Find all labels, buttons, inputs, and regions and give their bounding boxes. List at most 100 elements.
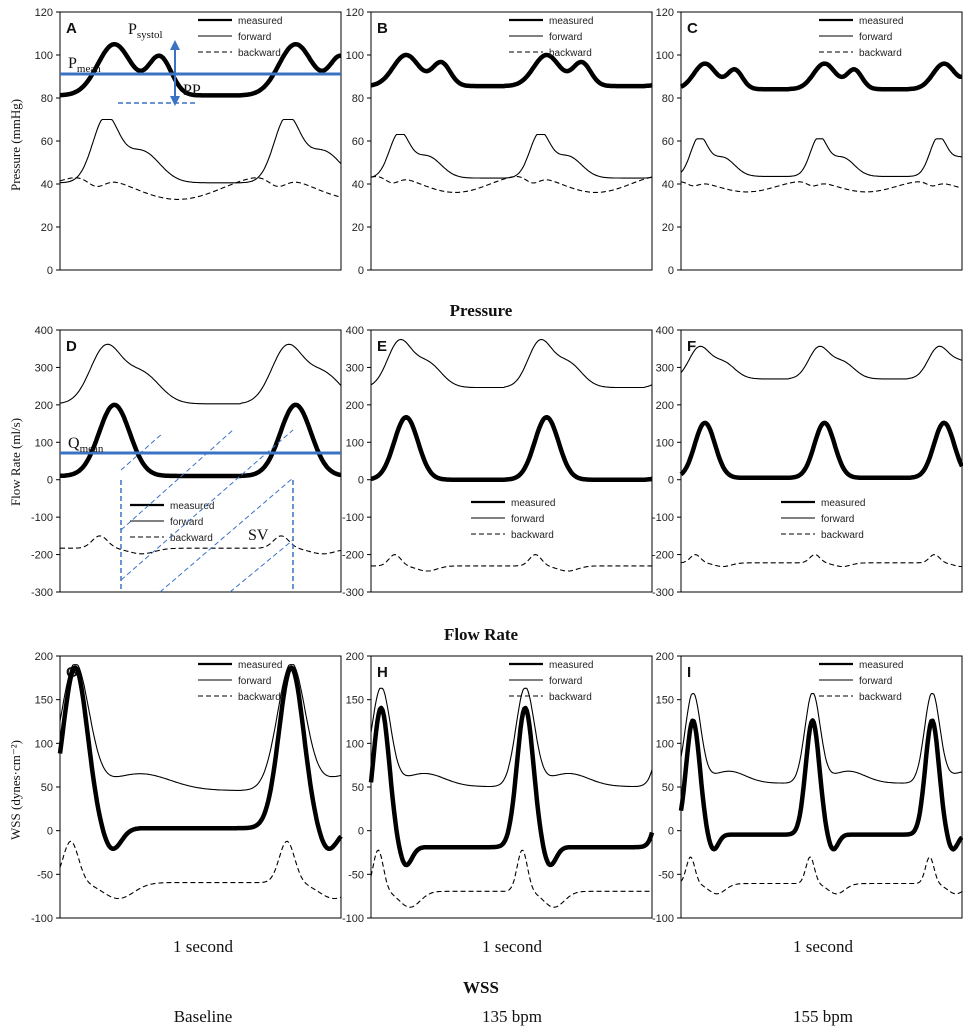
panel-e-series-forward xyxy=(370,338,653,389)
panel-c-tick-label: 120 xyxy=(656,7,674,19)
panel-c-legend: measured forward backward xyxy=(819,16,903,59)
panel-f-series-forward xyxy=(680,345,963,380)
panel-g-tick-label: -50 xyxy=(37,869,53,881)
panel-c-letter: C xyxy=(687,20,698,37)
panel-c-series-backward xyxy=(680,181,963,193)
panel-b-letter: B xyxy=(377,20,388,37)
panel-i-tick-label: 0 xyxy=(668,826,674,838)
pp-arrow-head-top xyxy=(170,40,180,50)
panel-a-tick-label: 80 xyxy=(41,93,53,105)
time-scale-label-b: 1 second xyxy=(482,937,542,956)
panel-c-tick-label: 60 xyxy=(662,136,674,148)
panel-d-series-forward xyxy=(59,343,342,405)
panel-d-tick-label: 200 xyxy=(35,400,53,412)
ylabel-wss: WSS (dynes·cm⁻²) xyxy=(8,740,23,840)
sv-hatch-3 xyxy=(120,429,294,581)
panel-g-tick-label: 0 xyxy=(47,826,53,838)
panel-f-series-backward xyxy=(680,554,962,568)
panel-b-legend: measured forward backward xyxy=(509,16,593,59)
panel-d-tick-label: -100 xyxy=(31,512,53,524)
panel-b-legend-label-measured: measured xyxy=(549,16,593,27)
qmean-label: Qmean xyxy=(68,435,104,455)
panel-d-legend: measured forward backward xyxy=(130,501,214,544)
panel-d-legend-label-backward: backward xyxy=(170,533,213,544)
panel-e-legend-label-backward: backward xyxy=(511,530,554,541)
panel-d-tick-label: 300 xyxy=(35,362,53,374)
panel-b: 0 20 40 60 80 100 120 B measured forward backward xyxy=(346,7,653,277)
panel-g-tick-label: -100 xyxy=(31,913,53,925)
panel-h-tick-label: 0 xyxy=(358,826,364,838)
panel-c: 0 20 40 60 80 100 120 C measured forward backward xyxy=(656,7,963,277)
panel-f-legend: measured forward backward xyxy=(781,498,865,541)
panel-e-tick-label: -200 xyxy=(342,550,364,562)
panel-e-tick-label: 400 xyxy=(346,325,364,337)
panel-d-tick-label: 100 xyxy=(35,437,53,449)
panel-f-frame xyxy=(680,329,963,593)
panel-b-series-backward xyxy=(370,176,653,193)
panel-h-tick-label: 100 xyxy=(346,738,364,750)
panel-i-legend-label-backward: backward xyxy=(859,692,902,703)
panel-g-tick-label: 100 xyxy=(35,738,53,750)
condition-baseline: Baseline xyxy=(174,1007,233,1026)
ylabel-flow: Flow Rate (ml/s) xyxy=(8,418,23,506)
panel-f-tick-label: 0 xyxy=(668,475,674,487)
panel-d-frame xyxy=(59,329,342,593)
panel-a-tick-label: 40 xyxy=(41,179,53,191)
panel-h-legend-label-forward: forward xyxy=(549,676,582,687)
panel-h-tick-label: 150 xyxy=(346,695,364,707)
psystol-label: Psystol xyxy=(128,21,163,41)
panel-i-letter: I xyxy=(687,664,691,681)
panel-g-series-measured xyxy=(57,665,343,852)
panel-a-legend-label-backward: backward xyxy=(238,48,281,59)
panel-h-tick-label: -100 xyxy=(342,913,364,925)
sv-hatching xyxy=(120,429,294,593)
condition-135: 135 bpm xyxy=(482,1007,542,1026)
panel-e-legend-label-measured: measured xyxy=(511,498,555,509)
panel-b-tick-label: 0 xyxy=(358,265,364,277)
panel-a-tick-label: 120 xyxy=(35,7,53,19)
panel-c-tick-label: 0 xyxy=(668,265,674,277)
panel-d-tick-label: -300 xyxy=(31,587,53,599)
sv-hatch-1 xyxy=(120,432,164,471)
panel-i-series-forward xyxy=(680,693,963,784)
panel-a-tick-label: 60 xyxy=(41,136,53,148)
panel-h-series-measured xyxy=(368,705,655,868)
panel-a-legend-label-measured: measured xyxy=(238,16,282,27)
panel-a-legend: measured forward backward xyxy=(198,16,282,59)
panel-d-tick-label: 400 xyxy=(35,325,53,337)
time-scale-label-a: 1 second xyxy=(173,937,233,956)
panel-i-tick-label: -100 xyxy=(652,913,674,925)
panel-b-frame xyxy=(370,11,653,271)
panel-i-tick-label: 150 xyxy=(656,695,674,707)
sv-label: SV xyxy=(248,527,269,544)
panel-h-series-forward xyxy=(370,687,653,788)
panel-f-tick-label: 200 xyxy=(656,400,674,412)
panel-d-annotations: Qmean SV xyxy=(60,429,341,593)
sv-hatch-5 xyxy=(229,539,294,593)
panel-g-legend-label-backward: backward xyxy=(238,692,281,703)
panel-a-frame xyxy=(59,11,342,271)
panel-a-tick-label: 20 xyxy=(41,222,53,234)
panel-b-tick-label: 100 xyxy=(346,50,364,62)
pp-arrow-head-bottom xyxy=(170,96,180,106)
panel-i: -100 -50 0 50 100 150 200 I measured forward backw… xyxy=(652,651,963,925)
panel-b-tick-label: 20 xyxy=(352,222,364,234)
panel-e-legend-label-forward: forward xyxy=(511,514,544,525)
condition-155: 155 bpm xyxy=(793,1007,853,1026)
panel-d-series-measured xyxy=(59,402,342,479)
panel-i-legend: measured forward backward xyxy=(819,660,903,703)
row-title-wss: WSS xyxy=(463,978,499,997)
panel-c-frame xyxy=(680,11,963,271)
panel-g-legend-label-measured: measured xyxy=(238,660,282,671)
panel-h-legend-label-measured: measured xyxy=(549,660,593,671)
panel-a-tick-label: 100 xyxy=(35,50,53,62)
time-scale-label-c: 1 second xyxy=(793,937,853,956)
panel-i-tick-label: 200 xyxy=(656,651,674,663)
panel-f-legend-label-forward: forward xyxy=(821,514,854,525)
panel-c-series-measured xyxy=(679,61,963,92)
panel-g-legend-label-forward: forward xyxy=(238,676,271,687)
